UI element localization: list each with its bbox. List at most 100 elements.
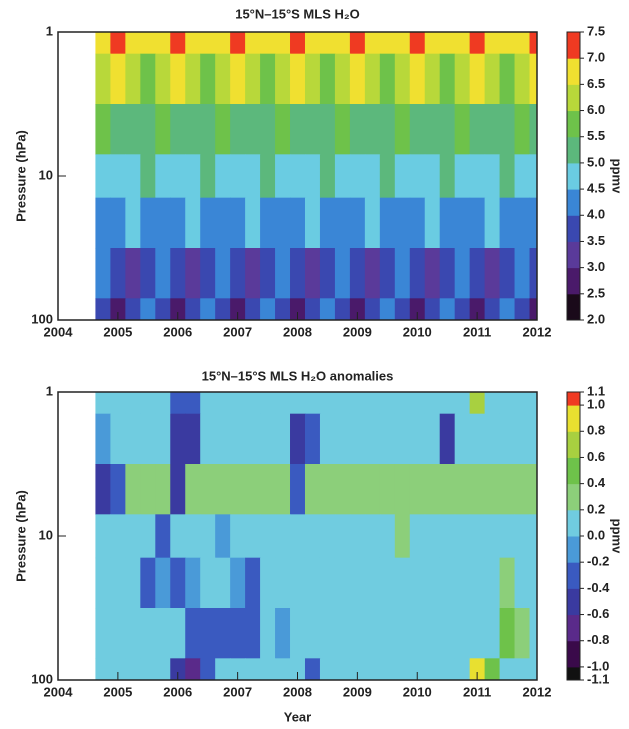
cell xyxy=(499,557,516,609)
cell xyxy=(230,154,246,199)
cell xyxy=(140,32,156,55)
cell xyxy=(304,464,321,515)
cell xyxy=(469,248,486,299)
cell xyxy=(275,154,291,199)
cell xyxy=(424,197,441,249)
cell xyxy=(95,248,111,299)
cell xyxy=(424,32,441,55)
cell xyxy=(379,514,396,559)
cell xyxy=(215,557,231,609)
colorbar-tick-label: 3.5 xyxy=(587,233,605,248)
cell xyxy=(424,248,441,299)
cell xyxy=(215,104,231,155)
cell xyxy=(230,658,246,680)
colorbar-band xyxy=(567,640,580,668)
cell xyxy=(215,32,231,55)
cell xyxy=(484,32,501,55)
cell xyxy=(95,514,111,559)
y-axis-label: Pressure (hPa) xyxy=(13,130,28,222)
cell xyxy=(110,104,126,155)
cell xyxy=(275,53,291,105)
cell xyxy=(200,154,216,199)
cell xyxy=(185,392,201,415)
colorbar-tick-label: 4.5 xyxy=(587,181,605,196)
cell xyxy=(529,392,537,415)
x-tick-label: 2010 xyxy=(403,684,432,699)
cell xyxy=(200,32,216,55)
cell xyxy=(245,197,261,249)
colorbar-tick-label: -1.1 xyxy=(587,671,609,686)
cell xyxy=(319,53,336,105)
cell xyxy=(215,658,231,680)
cell xyxy=(275,104,291,155)
cell xyxy=(514,32,531,55)
cell xyxy=(379,392,396,415)
cell xyxy=(185,104,201,155)
cell xyxy=(394,154,411,199)
cell xyxy=(125,514,141,559)
cell xyxy=(364,608,381,659)
cell xyxy=(364,557,381,609)
cell xyxy=(200,413,216,465)
cell xyxy=(245,298,261,320)
cell xyxy=(95,608,111,659)
colorbar-tick-label: 0.4 xyxy=(587,475,606,490)
cell xyxy=(110,32,126,55)
colorbar-tick-label: 0.6 xyxy=(587,449,605,464)
cell xyxy=(319,608,336,659)
cell xyxy=(349,608,366,659)
cell xyxy=(260,298,276,320)
cell xyxy=(185,298,201,320)
cell xyxy=(424,53,441,105)
y-tick-label: 1 xyxy=(46,23,53,38)
colorbar-tick-label: -0.6 xyxy=(587,606,609,621)
cell xyxy=(155,53,171,105)
cell xyxy=(125,248,141,299)
colorbar-band xyxy=(567,562,580,589)
cell xyxy=(125,53,141,105)
cell xyxy=(334,197,351,249)
cell xyxy=(170,608,186,659)
cell xyxy=(155,298,171,320)
cell xyxy=(394,197,411,249)
cell xyxy=(364,392,381,415)
cell xyxy=(170,557,186,609)
cell xyxy=(409,248,426,299)
cell xyxy=(424,658,441,680)
cell xyxy=(319,32,336,55)
cell xyxy=(230,104,246,155)
cell xyxy=(454,514,471,559)
cell xyxy=(499,514,516,559)
cell xyxy=(364,154,381,199)
cell xyxy=(334,514,351,559)
cell xyxy=(200,197,216,249)
cell xyxy=(215,464,231,515)
colorbar-band xyxy=(567,614,580,642)
cell xyxy=(155,413,171,465)
cell xyxy=(319,104,336,155)
cell xyxy=(304,298,321,320)
cell xyxy=(394,464,411,515)
y-tick-label: 100 xyxy=(31,671,53,686)
field xyxy=(95,32,537,320)
cell xyxy=(185,154,201,199)
cell xyxy=(439,392,456,415)
cell xyxy=(379,53,396,105)
cell xyxy=(529,53,537,105)
cell xyxy=(364,248,381,299)
colorbar-band xyxy=(567,215,580,242)
cell xyxy=(409,104,426,155)
colorbar-band xyxy=(567,267,580,295)
colorbar-frame xyxy=(566,31,581,321)
colorbar-tick-label: 5.0 xyxy=(587,154,605,169)
cell xyxy=(304,104,321,155)
cell xyxy=(140,608,156,659)
cell xyxy=(140,197,156,249)
colorbar-tick-label: -1.0 xyxy=(587,658,609,673)
colorbar-band xyxy=(567,536,580,563)
colorbar-band xyxy=(567,110,580,138)
cell xyxy=(230,197,246,249)
cell xyxy=(290,104,306,155)
cell xyxy=(110,248,126,299)
cell xyxy=(170,464,186,515)
